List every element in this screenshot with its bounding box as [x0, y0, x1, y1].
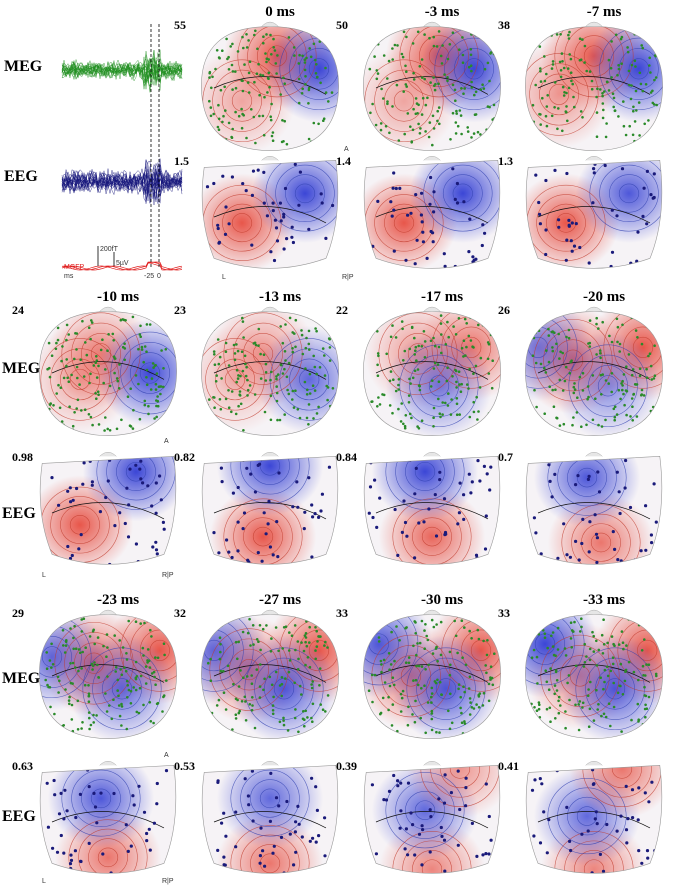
- meg-scale-value: 23: [174, 303, 186, 317]
- mgfp-traces: [61, 261, 183, 271]
- eeg-topomap: [201, 451, 339, 565]
- eeg-scale-value: 0.41: [498, 759, 519, 773]
- eeg-scale-value: 1.4: [336, 154, 351, 168]
- eeg-topomap: [201, 760, 339, 874]
- eeg-traces: [61, 158, 183, 206]
- meg-topomap: [525, 21, 663, 152]
- meg-scale-value: 29: [12, 606, 24, 620]
- frame-time-label: -30 ms: [420, 592, 464, 608]
- orientation-marker: A: [164, 752, 169, 759]
- frame-time-label: -13 ms: [258, 289, 302, 305]
- eeg-row-label-2: EEG: [2, 505, 36, 522]
- meg-topomap: [363, 21, 501, 152]
- eeg-topomap: [39, 760, 177, 874]
- meg-scale-value: 33: [498, 606, 510, 620]
- frame-time-label: -27 ms: [258, 592, 302, 608]
- orientation-marker: R|P: [162, 572, 174, 579]
- orientation-marker: A: [164, 438, 169, 445]
- orientation-marker: R|P: [162, 878, 174, 885]
- eeg-scale-value: 0.84: [336, 450, 357, 464]
- meg-scale-value: 50: [336, 18, 348, 32]
- eeg-topomap: [525, 760, 663, 874]
- mgfp-legend: MGFP: [64, 264, 85, 271]
- frame-time-label: -17 ms: [420, 289, 464, 305]
- orientation-marker: L: [42, 878, 46, 885]
- eeg-scale-value: 0.82: [174, 450, 195, 464]
- orientation-marker: L: [222, 274, 226, 281]
- meg-row-label-2: MEG: [2, 360, 41, 377]
- meg-topomap: [39, 609, 177, 740]
- frame-time-label: -23 ms: [96, 592, 140, 608]
- eeg-scale-value: 0.7: [498, 450, 513, 464]
- meg-scale-value: 38: [498, 18, 510, 32]
- meg-topomap: [525, 306, 663, 437]
- frame-time-label: -7 ms: [586, 4, 622, 20]
- meg-topomap: [363, 609, 501, 740]
- meg-row-label: MEG: [4, 58, 43, 75]
- eeg-row-label: EEG: [4, 168, 38, 185]
- ms-legend: ms: [64, 273, 74, 280]
- meg-scale-value: 24: [12, 303, 24, 317]
- eeg-row-label-3: EEG: [2, 808, 36, 825]
- meg-topomap: [39, 306, 177, 437]
- eeg-topomap: [363, 451, 501, 565]
- meg-traces: [61, 49, 183, 93]
- meg-topomap: [201, 306, 339, 437]
- meg-scale-value: 32: [174, 606, 186, 620]
- eeg-scale-value: 0.39: [336, 759, 357, 773]
- tick-right: 0: [157, 273, 161, 280]
- meg-row-label-3: MEG: [2, 670, 41, 687]
- orientation-marker: L: [42, 572, 46, 579]
- eeg-topomap: [525, 155, 663, 269]
- meg-scale-value: 26: [498, 303, 510, 317]
- eeg-scale-value: 1.5: [174, 154, 189, 168]
- frame-time-label: 0 ms: [265, 4, 295, 20]
- meg-topomap: [525, 609, 663, 740]
- eeg-scale-value: 1.3: [498, 154, 513, 168]
- eeg-scale-value: 0.63: [12, 759, 33, 773]
- eeg-topomap: [363, 155, 501, 269]
- waveform-panel: [61, 24, 183, 271]
- orientation-marker: R|P: [342, 274, 354, 281]
- meg-topomap: [201, 21, 339, 152]
- orientation-marker: A: [344, 146, 349, 153]
- meg-scale-value: 22: [336, 303, 348, 317]
- eeg-topomap: [525, 451, 663, 565]
- frame-time-label: -33 ms: [582, 592, 626, 608]
- tick-left: -25: [144, 273, 155, 280]
- meg-topomap: [363, 306, 501, 437]
- eeg-scale-legend: 5µV: [116, 260, 129, 267]
- eeg-topomap: [201, 155, 339, 269]
- meg-scale-value: 55: [174, 18, 186, 32]
- eeg-scale-value: 0.98: [12, 450, 33, 464]
- frame-time-label: -20 ms: [582, 289, 626, 305]
- frame-time-label: -3 ms: [424, 4, 460, 20]
- eeg-topomap: [363, 760, 501, 874]
- meg-scale-legend: 200fT: [100, 246, 118, 253]
- frame-time-label: -10 ms: [96, 289, 140, 305]
- meg-topomap: [201, 609, 339, 740]
- eeg-scale-value: 0.53: [174, 759, 195, 773]
- meg-scale-value: 33: [336, 606, 348, 620]
- eeg-topomap: [39, 451, 177, 565]
